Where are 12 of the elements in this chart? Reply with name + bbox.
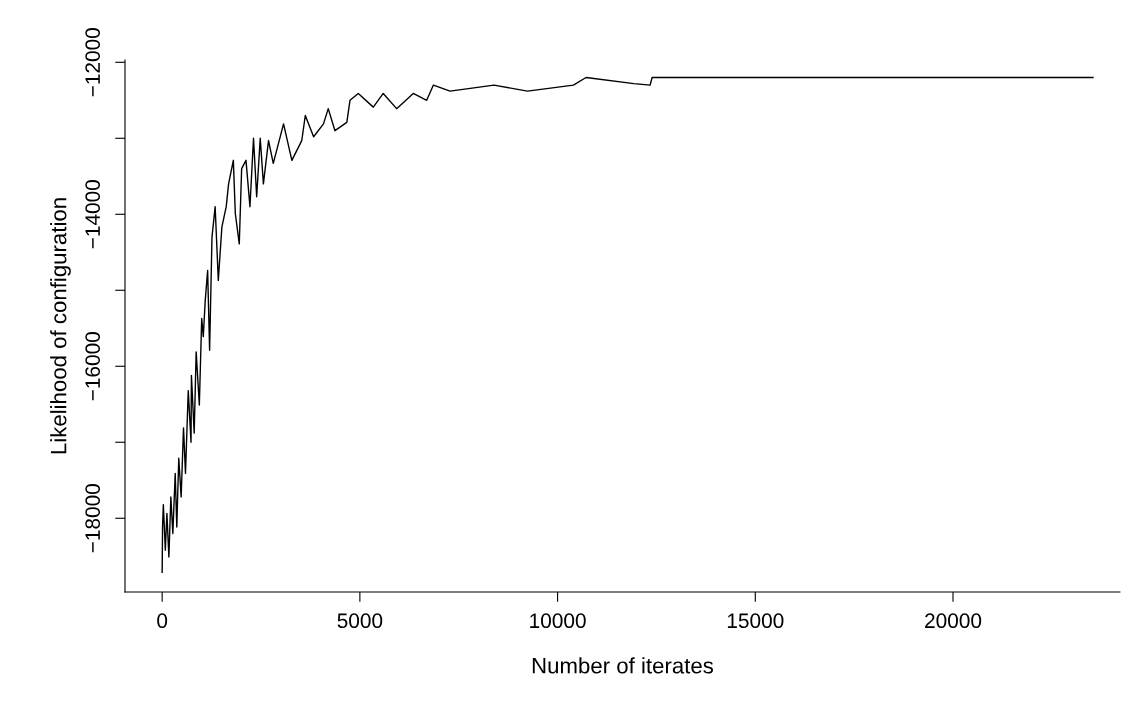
y-tick-label: −14000 <box>85 180 101 249</box>
x-tick-label: 10000 <box>530 613 586 629</box>
x-tick-label: 5000 <box>337 613 383 629</box>
y-tick-label: −12000 <box>85 28 101 97</box>
x-axis-title: Number of iterates <box>532 657 714 674</box>
y-tick-label: −18000 <box>85 484 101 553</box>
x-tick-label: 20000 <box>925 613 982 629</box>
y-tick-label: −16000 <box>85 332 101 401</box>
x-tick-label: 15000 <box>727 613 784 629</box>
line-series <box>161 76 1094 573</box>
y-axis-title: Likelihood of configuration <box>50 198 71 454</box>
x-tick-label: 0 <box>157 613 168 629</box>
